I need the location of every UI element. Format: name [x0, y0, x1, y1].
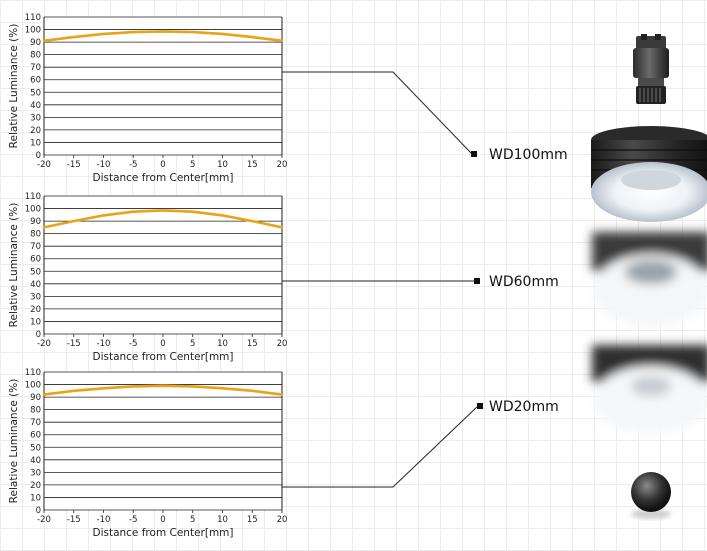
y-tick-label: 80: [30, 406, 41, 416]
y-tick-label: 20: [30, 305, 41, 315]
x-axis-label: Distance from Center[mm]: [92, 351, 233, 363]
ring-light-blurred-icon: [592, 232, 707, 326]
ring-light-blurred-icon: [592, 345, 707, 434]
y-tick-label: 40: [30, 101, 41, 111]
x-tick-label: -15: [67, 339, 81, 349]
x-tick-label: 20: [277, 339, 288, 349]
y-tick-label: 10: [30, 138, 41, 148]
x-tick-label: 15: [247, 515, 258, 525]
ring-light-icon: [591, 126, 707, 222]
x-tick-label: 20: [277, 515, 288, 525]
plot-area: [44, 17, 282, 155]
x-tick-label: 5: [190, 515, 195, 525]
ball-icon: [631, 472, 671, 519]
x-tick-label: 5: [190, 339, 195, 349]
camera-icon: [633, 34, 669, 104]
x-tick-label: 10: [217, 339, 228, 349]
y-axis-label: Relative Luminance (%): [8, 203, 20, 328]
x-tick-label: 10: [217, 160, 228, 170]
x-tick-label: -20: [37, 160, 51, 170]
x-tick-label: -5: [129, 160, 137, 170]
x-tick-label: -20: [37, 339, 51, 349]
x-tick-label: 5: [190, 160, 195, 170]
y-tick-label: 80: [30, 230, 41, 240]
y-tick-label: 50: [30, 443, 41, 453]
x-tick-label: -15: [67, 160, 81, 170]
y-axis-label: Relative Luminance (%): [8, 379, 20, 504]
y-tick-label: 110: [25, 368, 41, 378]
callout-leaders: [282, 71, 479, 488]
y-tick-label: 40: [30, 280, 41, 290]
x-tick-label: 15: [247, 160, 258, 170]
y-tick-label: 70: [30, 63, 41, 73]
y-tick-label: 0: [36, 151, 41, 161]
y-tick-label: 60: [30, 255, 41, 265]
y-tick-label: 0: [36, 330, 41, 340]
y-tick-label: 80: [30, 51, 41, 61]
y-tick-label: 100: [25, 26, 41, 36]
x-tick-label: -10: [97, 339, 111, 349]
y-tick-label: 70: [30, 242, 41, 252]
y-tick-label: 70: [30, 418, 41, 428]
x-tick-label: 20: [277, 160, 288, 170]
y-tick-label: 10: [30, 317, 41, 327]
y-tick-label: 30: [30, 113, 41, 123]
x-tick-label: 0: [160, 160, 165, 170]
y-tick-label: 110: [25, 13, 41, 23]
chart-3: 0 10 20 30 40 50 60 70 80 90 100 110 -20 -15 -10 -5 0 5 10…: [8, 368, 287, 539]
callout-label-3: WD20mm: [489, 399, 559, 415]
chart-1: 0 10 20 30 40 50 60 70 80 90 100 110 -20 -15 -10 -5 0 5 10…: [8, 13, 287, 184]
x-tick-label: -10: [97, 515, 111, 525]
series-line: [42, 30, 284, 43]
x-tick-label: -20: [37, 515, 51, 525]
callout-label-2: WD60mm: [489, 274, 559, 290]
x-tick-label: 0: [160, 339, 165, 349]
y-tick-label: 30: [30, 292, 41, 302]
x-tick-label: 0: [160, 515, 165, 525]
y-tick-label: 100: [25, 381, 41, 391]
y-tick-label: 100: [25, 205, 41, 215]
y-axis-label: Relative Luminance (%): [8, 24, 20, 149]
y-tick-label: 50: [30, 267, 41, 277]
y-tick-label: 0: [36, 506, 41, 516]
x-tick-label: -5: [129, 339, 137, 349]
series-line: [42, 384, 284, 396]
y-tick-label: 50: [30, 88, 41, 98]
y-tick-label: 90: [30, 38, 41, 48]
x-axis-label: Distance from Center[mm]: [92, 172, 233, 184]
y-tick-label: 90: [30, 217, 41, 227]
callout-leader-3: [282, 405, 479, 488]
chart-2: 0 10 20 30 40 50 60 70 80 90 100 110 -20 -15 -10 -5 0 5 10…: [8, 192, 287, 363]
callout-marker-2: [474, 278, 480, 284]
series-line: [42, 209, 284, 229]
y-tick-label: 20: [30, 481, 41, 491]
callout-leader-1: [282, 71, 473, 155]
y-tick-label: 60: [30, 76, 41, 86]
x-tick-label: -15: [67, 515, 81, 525]
callout-marker-1: [471, 151, 477, 157]
callout-label-1: WD100mm: [489, 147, 568, 163]
x-tick-label: -10: [97, 160, 111, 170]
callout-marker-3: [477, 403, 483, 409]
y-tick-label: 20: [30, 126, 41, 136]
y-tick-label: 30: [30, 468, 41, 478]
x-tick-label: 10: [217, 515, 228, 525]
y-tick-label: 90: [30, 393, 41, 403]
y-tick-label: 10: [30, 493, 41, 503]
plot-area: [44, 372, 282, 510]
x-axis-label: Distance from Center[mm]: [92, 527, 233, 539]
plot-area: [44, 196, 282, 334]
y-tick-label: 110: [25, 192, 41, 202]
x-tick-label: -5: [129, 515, 137, 525]
y-tick-label: 60: [30, 431, 41, 441]
x-tick-label: 15: [247, 339, 258, 349]
y-tick-label: 40: [30, 456, 41, 466]
